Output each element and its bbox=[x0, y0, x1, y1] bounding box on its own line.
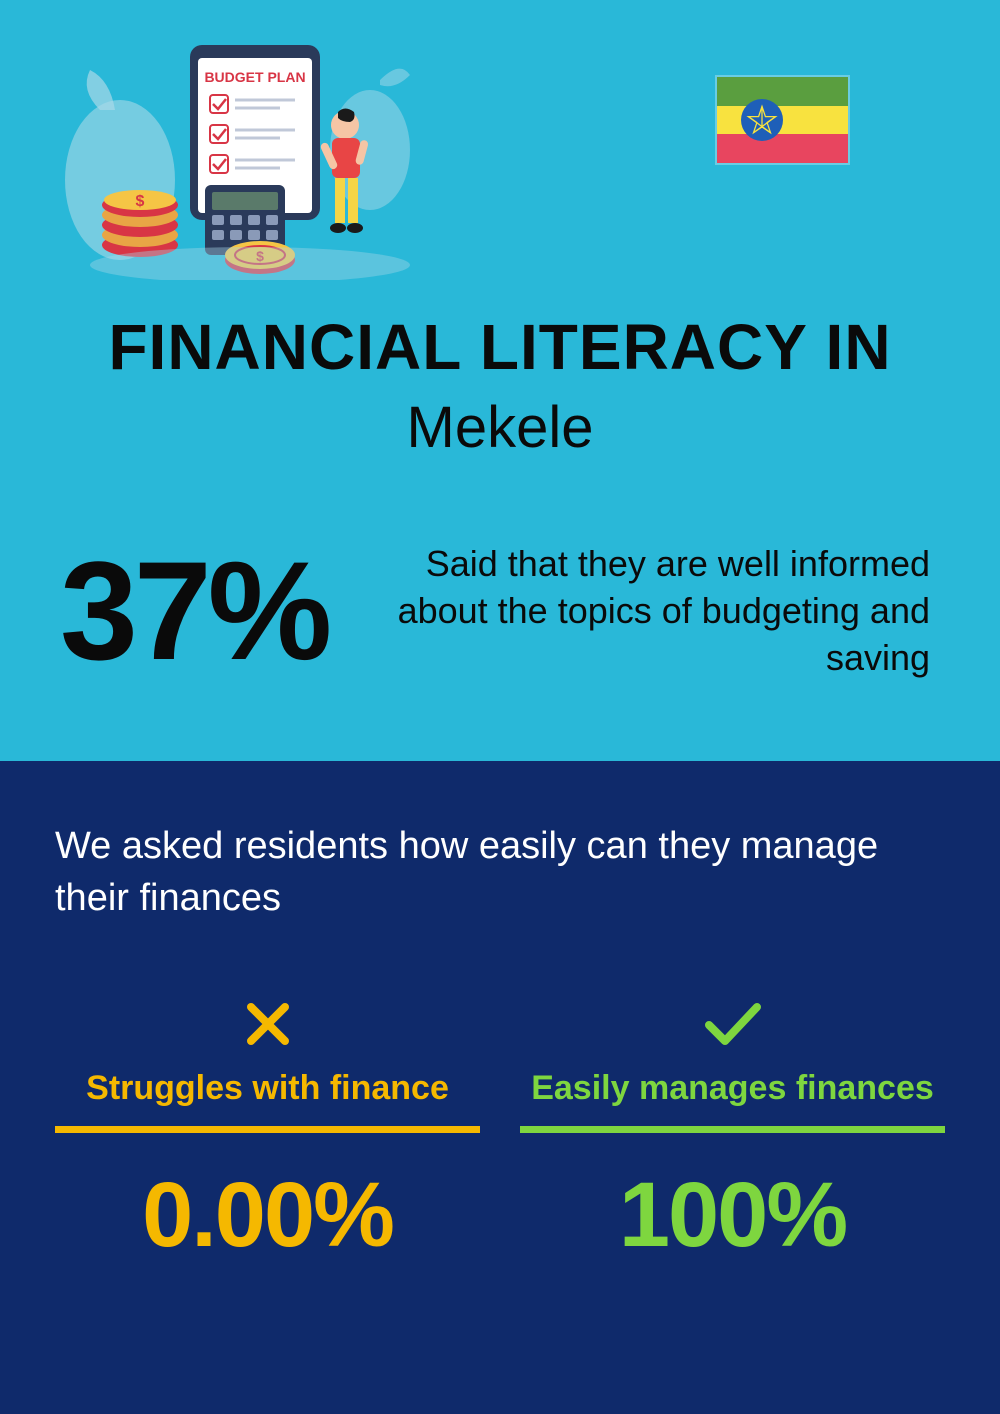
stat-description: Said that they are well informed about t… bbox=[368, 541, 930, 681]
flag-stripe-green bbox=[717, 77, 848, 106]
survey-question: We asked residents how easily can they m… bbox=[55, 821, 945, 924]
struggles-value: 0.00% bbox=[55, 1163, 480, 1268]
flag-stripe-red bbox=[717, 134, 848, 163]
manages-value: 100% bbox=[520, 1163, 945, 1268]
svg-text:$: $ bbox=[136, 193, 145, 210]
cross-icon bbox=[55, 994, 480, 1054]
page-subtitle: Mekele bbox=[60, 394, 940, 461]
infographic-page: BUDGET PLAN bbox=[0, 0, 1000, 1414]
struggles-column: Struggles with finance 0.00% bbox=[55, 994, 480, 1268]
stat-percent: 37% bbox=[60, 541, 328, 681]
bottom-section: We asked residents how easily can they m… bbox=[0, 761, 1000, 1414]
budget-illustration: BUDGET PLAN bbox=[60, 30, 410, 280]
title-block: FINANCIAL LITERACY IN Mekele bbox=[60, 310, 940, 461]
results-row: Struggles with finance 0.00% Easily mana… bbox=[55, 994, 945, 1268]
struggles-label: Struggles with finance bbox=[55, 1069, 480, 1108]
top-section: BUDGET PLAN bbox=[0, 0, 1000, 761]
manages-column: Easily manages finances 100% bbox=[520, 994, 945, 1268]
budget-plan-label: BUDGET PLAN bbox=[204, 69, 305, 85]
struggles-divider bbox=[55, 1126, 480, 1133]
page-title: FINANCIAL LITERACY IN bbox=[60, 310, 940, 384]
header-row: BUDGET PLAN bbox=[60, 30, 940, 280]
manages-label: Easily manages finances bbox=[520, 1069, 945, 1108]
main-stat: 37% Said that they are well informed abo… bbox=[60, 541, 940, 711]
ethiopia-flag bbox=[715, 75, 850, 165]
manages-divider bbox=[520, 1126, 945, 1133]
check-icon bbox=[520, 994, 945, 1054]
flag-emblem bbox=[741, 99, 783, 141]
